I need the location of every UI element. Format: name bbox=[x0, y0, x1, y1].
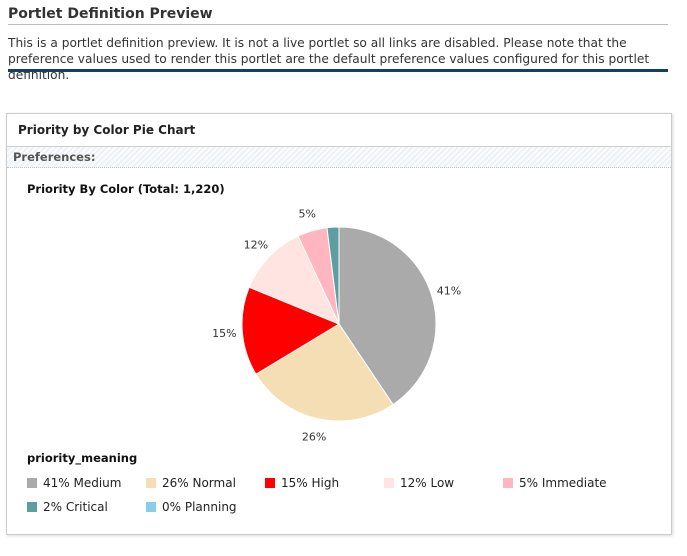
portlet-header: Priority by Color Pie Chart bbox=[7, 114, 671, 147]
legend-swatch bbox=[27, 502, 37, 512]
title-divider bbox=[8, 24, 668, 25]
pie-label-low: 12% bbox=[244, 239, 268, 252]
pie-label-medium: 41% bbox=[437, 285, 461, 298]
legend-swatch bbox=[265, 478, 275, 488]
intro-divider bbox=[8, 69, 668, 72]
legend-item-planning[interactable]: 0% Planning bbox=[146, 499, 237, 515]
chart-title-text: Priority By Color bbox=[27, 182, 134, 196]
page-title: Portlet Definition Preview bbox=[8, 6, 213, 22]
pie-slice-normal[interactable] bbox=[255, 323, 394, 422]
legend-item-high[interactable]: 15% High bbox=[265, 475, 339, 491]
chart-title: Priority By Color (Total: 1,220) bbox=[27, 182, 225, 196]
pie-slice-medium[interactable] bbox=[338, 226, 437, 406]
legend-label: 41% Medium bbox=[43, 476, 122, 490]
legend-label: 5% Immediate bbox=[519, 476, 607, 490]
pie-slice-critical[interactable] bbox=[326, 226, 340, 325]
legend-item-immediate[interactable]: 5% Immediate bbox=[503, 475, 607, 491]
pie-slice-low[interactable] bbox=[248, 235, 340, 325]
legend-item-low[interactable]: 12% Low bbox=[384, 475, 454, 491]
legend-item-medium[interactable]: 41% Medium bbox=[27, 475, 121, 491]
preferences-bar[interactable]: Preferences: bbox=[7, 147, 671, 168]
legend-label: 0% Planning bbox=[162, 500, 237, 514]
chart-total: (Total: 1,220) bbox=[137, 182, 225, 196]
legend-swatch bbox=[384, 478, 394, 488]
pie-label-high: 15% bbox=[212, 327, 236, 340]
legend-swatch bbox=[146, 478, 156, 488]
legend-title: priority_meaning bbox=[27, 451, 138, 465]
pie-slice-high[interactable] bbox=[241, 286, 341, 375]
legend-item-normal[interactable]: 26% Normal bbox=[146, 475, 236, 491]
legend-swatch bbox=[146, 502, 156, 512]
pie-label-normal: 26% bbox=[302, 430, 326, 443]
portlet-panel: Priority by Color Pie Chart Preferences:… bbox=[6, 113, 672, 535]
legend-label: 12% Low bbox=[400, 476, 455, 490]
pie-label-immediate: 5% bbox=[298, 207, 315, 220]
legend-label: 26% Normal bbox=[162, 476, 236, 490]
legend-label: 2% Critical bbox=[43, 500, 108, 514]
legend-swatch bbox=[503, 478, 513, 488]
legend-item-critical[interactable]: 2% Critical bbox=[27, 499, 108, 515]
legend-swatch bbox=[27, 478, 37, 488]
legend-label: 15% High bbox=[281, 476, 340, 490]
pie-chart: 41% 26% 15% 12% 5% bbox=[212, 207, 461, 443]
intro-text: This is a portlet definition preview. It… bbox=[8, 36, 650, 82]
